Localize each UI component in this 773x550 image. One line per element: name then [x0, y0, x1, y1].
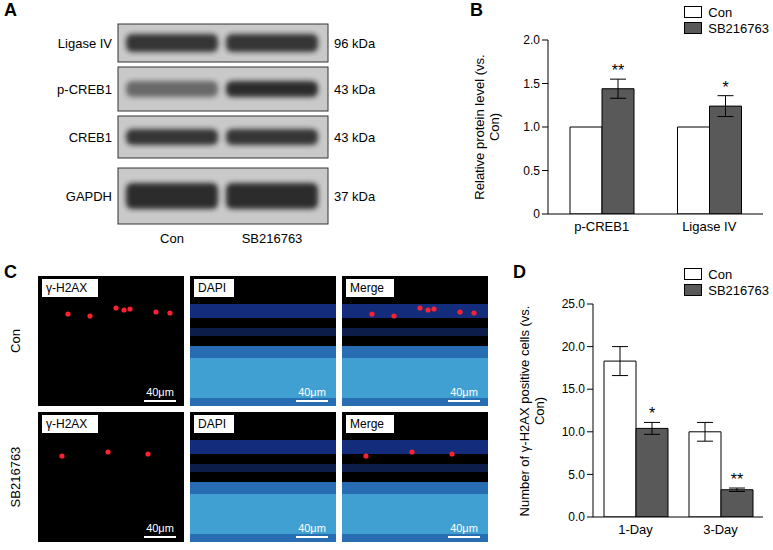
svg-text:0.0: 0.0 — [568, 510, 585, 524]
svg-text:Con: Con — [160, 231, 184, 246]
svg-text:40μm: 40μm — [298, 522, 326, 534]
svg-text:40μm: 40μm — [146, 386, 174, 398]
svg-text:Merge: Merge — [350, 417, 384, 431]
svg-text:**: ** — [731, 471, 743, 488]
html-text:Relative protein level (vs. Co: Relative protein level (vs. Con) — [472, 54, 502, 200]
svg-text:Ligase IV: Ligase IV — [58, 36, 113, 51]
svg-text:p-CREB1: p-CREB1 — [57, 82, 112, 97]
html-text:SB216763: SB216763 — [708, 282, 769, 298]
svg-text:1.5: 1.5 — [523, 77, 540, 91]
svg-text:40μm: 40μm — [450, 522, 478, 534]
svg-text:0.5: 0.5 — [523, 164, 540, 178]
svg-text:DAPI: DAPI — [198, 281, 226, 295]
svg-text:0: 0 — [533, 207, 540, 221]
svg-text:40μm: 40μm — [298, 386, 326, 398]
html-text:SB216763: SB216763 — [708, 20, 769, 36]
svg-text:5.0: 5.0 — [568, 468, 585, 482]
svg-text:p-CREB1: p-CREB1 — [574, 219, 629, 234]
html-text:D: D — [513, 262, 526, 282]
svg-text:40μm: 40μm — [146, 522, 174, 534]
html-text:Con: Con — [708, 4, 733, 20]
html-text:C: C — [4, 262, 17, 282]
svg-text:1.0: 1.0 — [523, 120, 540, 134]
svg-text:2.0: 2.0 — [523, 33, 540, 47]
svg-text:**: ** — [612, 62, 624, 79]
svg-text:Merge: Merge — [350, 281, 384, 295]
svg-text:43 kDa: 43 kDa — [334, 130, 376, 145]
svg-text:GAPDH: GAPDH — [66, 189, 112, 204]
html-text:Con: Con — [8, 329, 23, 353]
html-text:Con: Con — [708, 266, 733, 282]
svg-text:Ligase IV: Ligase IV — [682, 219, 737, 234]
svg-text:96 kDa: 96 kDa — [334, 36, 376, 51]
svg-text:CREB1: CREB1 — [69, 130, 112, 145]
svg-text:SB216763: SB216763 — [242, 231, 303, 246]
svg-text:γ-H2AX: γ-H2AX — [46, 281, 87, 295]
svg-text:37 kDa: 37 kDa — [334, 189, 376, 204]
svg-text:40μm: 40μm — [450, 386, 478, 398]
svg-text:γ-H2AX: γ-H2AX — [46, 417, 87, 431]
svg-text:10.0: 10.0 — [562, 425, 586, 439]
svg-text:DAPI: DAPI — [198, 417, 226, 431]
svg-text:*: * — [649, 405, 655, 422]
svg-text:43 kDa: 43 kDa — [334, 82, 376, 97]
html-text:Number of γ-H2AX positive cell: Number of γ-H2AX positive cells (vs. Con… — [516, 305, 546, 516]
svg-text:*: * — [722, 79, 728, 96]
svg-text:15.0: 15.0 — [562, 382, 586, 396]
html-text:A: A — [4, 0, 17, 20]
svg-text:20.0: 20.0 — [562, 340, 586, 354]
html-text:SB216763: SB216763 — [8, 446, 23, 508]
html-text:B: B — [470, 0, 483, 20]
svg-text:3-Day: 3-Day — [703, 522, 738, 537]
svg-text:25.0: 25.0 — [562, 297, 586, 311]
svg-text:1-Day: 1-Day — [618, 522, 653, 537]
